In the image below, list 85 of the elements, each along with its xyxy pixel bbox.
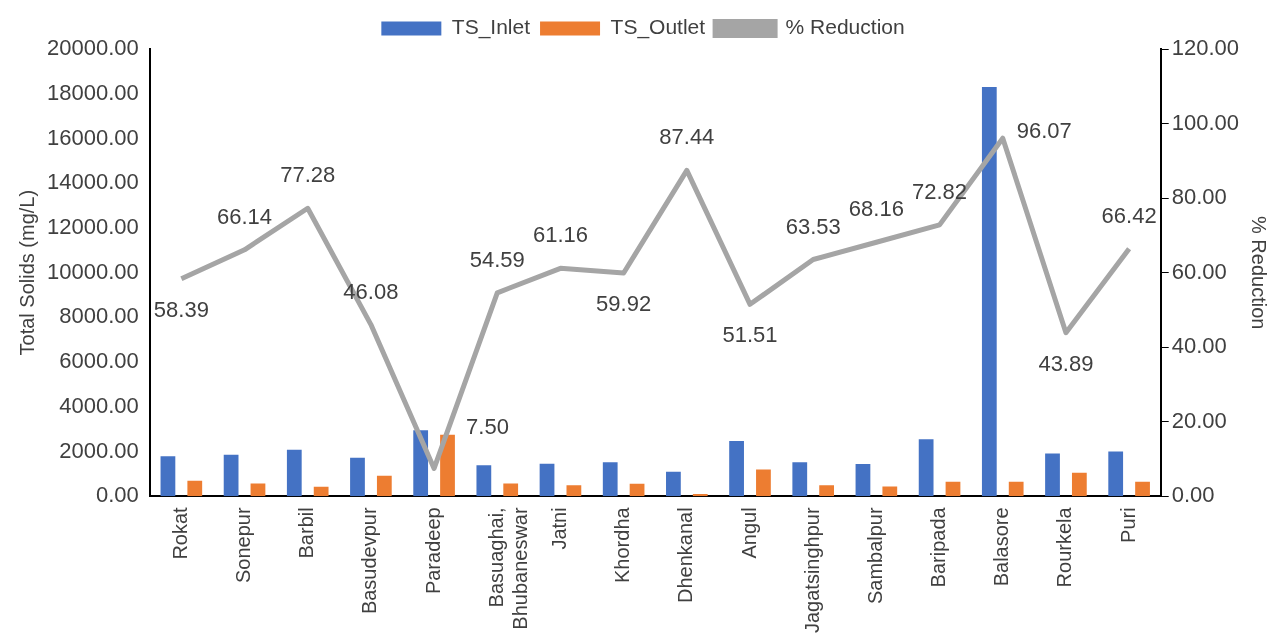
x-tick-label: Basuaghai, Bhubaneswar [484,507,531,630]
bar [286,449,302,497]
legend-label: % Reduction [785,15,905,39]
y-tick-label: 10000.00 [46,258,139,284]
bar [945,481,961,497]
bar [855,463,871,497]
data-label: 68.16 [848,196,904,222]
bar [187,480,203,497]
y-tick-label: 16000.00 [46,124,139,150]
x-tick-label: Rourkela [1053,506,1076,588]
bar [440,434,455,497]
bar [792,462,808,497]
legend-label: TS_Inlet [451,15,531,40]
bar [1008,481,1024,497]
data-label: 66.14 [217,203,273,229]
data-label: 58.39 [153,296,209,322]
x-tick-label: Dhenkanal [674,507,697,603]
data-label: 61.16 [532,222,588,248]
bar [981,87,997,497]
x-tick-label: Basudevpur [358,507,381,615]
x-tick-label: Jatni [547,507,570,550]
y2-tick-label: 0.00 [1171,482,1215,508]
bar [1108,451,1124,497]
bar [666,471,681,497]
x-tick-label: Angul [737,507,760,559]
y-tick-label: 12000.00 [46,214,139,239]
y2-tick-label: 80.00 [1171,184,1227,210]
data-label: 77.28 [280,162,336,188]
legend-label: TS_Outlet [610,15,706,40]
bar [692,494,708,497]
bar [476,465,492,497]
bar [376,475,392,497]
bar [503,483,519,497]
data-label: 96.07 [1016,118,1072,144]
data-label: 59.92 [596,291,652,317]
y-tick-label: 6000.00 [59,348,139,374]
bar [1071,472,1087,497]
bar [602,462,618,497]
x-tick-label: Paradeep [421,507,444,595]
bar [223,454,239,497]
data-label: 72.82 [912,178,968,204]
x-tick-label: Rokat [168,506,191,560]
data-label: 87.44 [659,124,715,150]
bar [918,439,934,497]
bar [819,485,835,497]
x-tick-label: Khordha [611,506,634,583]
x-tick-label: Sambalpur [863,507,886,605]
x-tick-label: Jagatsinghpur [800,507,823,634]
y2-tick-label: 60.00 [1171,258,1227,284]
y2-tick-label: 100.00 [1171,109,1240,135]
data-label: 63.53 [785,213,841,239]
y2-tick-label: 120.00 [1171,35,1240,61]
y-tick-label: 0.00 [95,482,139,508]
data-label: 7.50 [466,414,509,440]
y-tick-label: 4000.00 [59,392,139,418]
x-tick-label: Baripada [927,506,950,588]
y-tick-label: 14000.00 [46,169,139,195]
x-tick-label: Puri [1116,507,1139,543]
data-label: 46.08 [343,278,399,304]
bar [313,486,329,497]
bar [1135,481,1150,497]
data-label: 54.59 [469,246,525,272]
bar [350,457,365,497]
bar [539,463,555,497]
x-tick-label: Barbil [295,507,318,559]
bar [756,469,771,497]
bar [882,486,898,497]
y-tick-label: 2000.00 [59,437,139,463]
bar [1045,453,1060,497]
bar [729,441,744,497]
bar [629,483,645,497]
y-tick-label: 8000.00 [59,303,139,329]
y2-tick-label: 40.00 [1171,333,1227,359]
data-label: 51.51 [722,322,778,348]
x-tick-label: Sonepur [232,507,255,583]
data-label: 66.42 [1101,202,1157,228]
x-tick-label: Balasore [990,507,1013,587]
bar [160,456,176,497]
y-tick-label: 18000.00 [46,79,139,105]
bar [566,485,582,497]
y2-tick-label: 20.00 [1171,407,1227,433]
y2-axis-title: % Reduction [1248,215,1271,330]
y-tick-label: 20000.00 [46,35,139,61]
y-axis-title: Total Solids (mg/L) [15,189,38,356]
data-label: 43.89 [1038,350,1094,376]
